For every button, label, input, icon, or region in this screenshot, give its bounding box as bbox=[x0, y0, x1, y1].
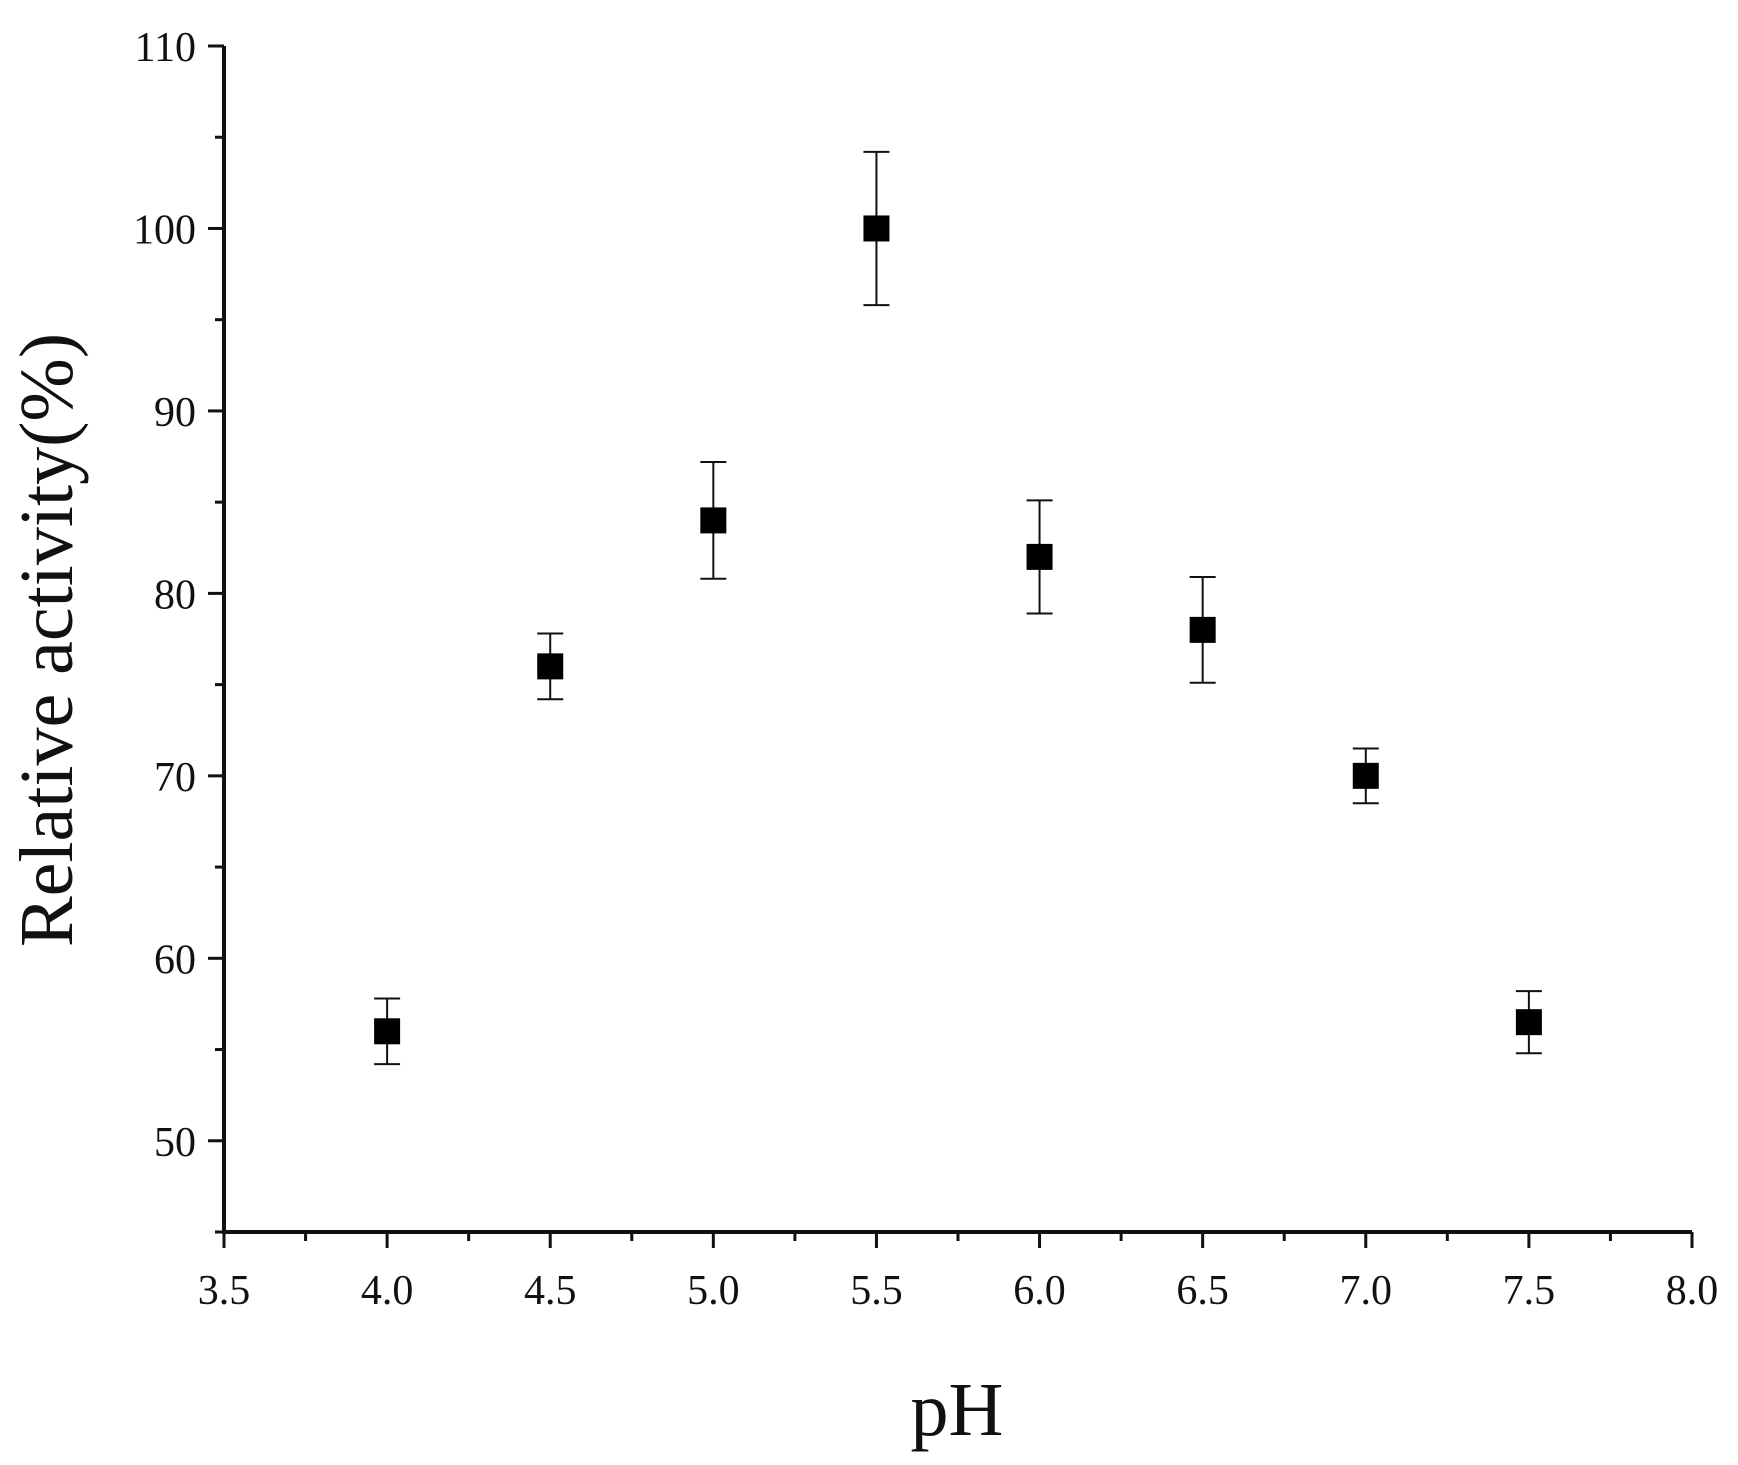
y-tick-label: 80 bbox=[154, 572, 196, 618]
x-tick-label: 6.0 bbox=[1013, 1268, 1066, 1314]
square-marker bbox=[863, 215, 890, 242]
x-tick-label: 4.5 bbox=[524, 1268, 577, 1314]
y-axis-title: Relative activity(%) bbox=[5, 333, 89, 947]
square-marker bbox=[700, 507, 727, 534]
data-point bbox=[1515, 990, 1542, 1055]
y-tick-label: 50 bbox=[154, 1120, 196, 1166]
square-marker bbox=[537, 653, 564, 680]
x-axis-ticks: 3.5 4.0 4.5 5.0 5.5 6.0 6.5 7.0 7.5 8.0 bbox=[198, 1232, 1719, 1314]
y-tick-label: 70 bbox=[154, 755, 196, 801]
data-point bbox=[863, 150, 890, 307]
x-tick-label: 7.0 bbox=[1340, 1268, 1393, 1314]
data-point bbox=[1026, 499, 1053, 615]
y-tick-label: 60 bbox=[154, 937, 196, 983]
data-point bbox=[537, 632, 564, 701]
x-axis-title: pH bbox=[911, 1368, 1004, 1452]
x-tick-label: 5.5 bbox=[850, 1268, 903, 1314]
data-points bbox=[374, 150, 1542, 1066]
axes bbox=[222, 46, 1692, 1234]
x-tick-label: 8.0 bbox=[1666, 1268, 1719, 1314]
square-marker bbox=[1515, 1009, 1542, 1036]
data-point bbox=[1352, 747, 1379, 805]
x-tick-label: 6.5 bbox=[1176, 1268, 1229, 1314]
y-tick-label: 90 bbox=[154, 390, 196, 436]
square-marker bbox=[1189, 616, 1216, 643]
data-point bbox=[374, 997, 401, 1066]
x-tick-label: 4.0 bbox=[361, 1268, 414, 1314]
square-marker bbox=[374, 1018, 401, 1045]
x-tick-label: 3.5 bbox=[198, 1268, 251, 1314]
y-tick-label: 110 bbox=[135, 25, 196, 71]
square-marker bbox=[1026, 543, 1053, 570]
data-point bbox=[700, 461, 727, 580]
y-axis-ticks: 50 60 70 80 90 100 110 bbox=[133, 25, 224, 1234]
y-tick-label: 100 bbox=[133, 207, 196, 253]
data-point bbox=[1189, 575, 1216, 684]
x-tick-label: 5.0 bbox=[687, 1268, 740, 1314]
x-tick-label: 7.5 bbox=[1503, 1268, 1556, 1314]
square-marker bbox=[1352, 762, 1379, 789]
